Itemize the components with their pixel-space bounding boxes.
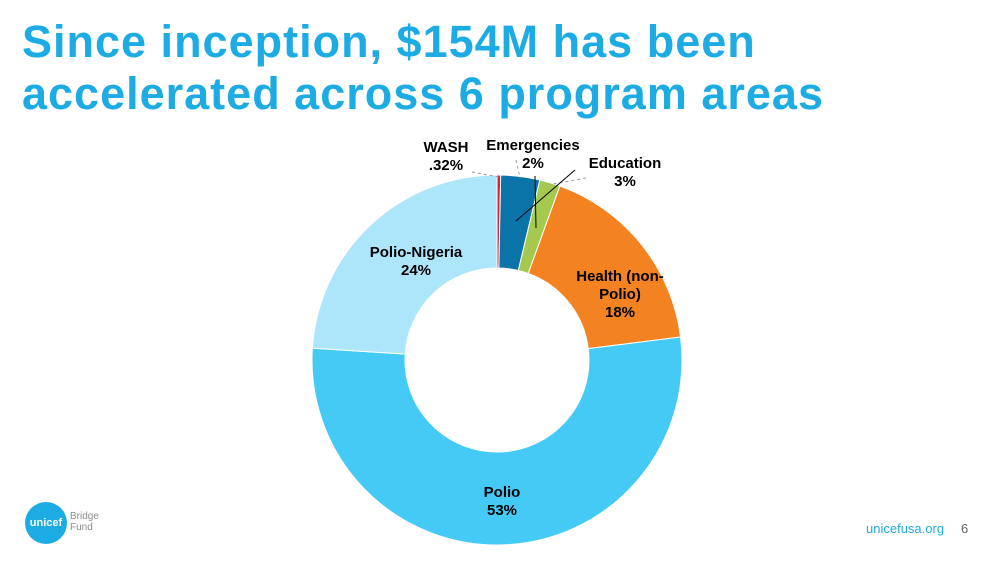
unicef-logo-text: unicef [29,517,63,529]
label-wash: WASH .32% [424,139,469,174]
leader-line [549,177,587,186]
bridge-fund-line1: Bridge [70,511,99,522]
label-education: Education 3% [589,155,662,190]
label-health-non-polio: Health (non-Polio) 18% [576,268,664,321]
bridge-fund-label: Bridge Fund [70,511,99,533]
leader-line [515,169,576,222]
label-emergencies: Emergencies 2% [486,137,579,172]
slice-polio-nigeria [311,174,498,355]
unicef-logo: unicef [25,502,67,544]
label-polio-nigeria: Polio-Nigeria 24% [370,244,463,279]
bridge-fund-line2: Fund [70,522,93,533]
slice-polio [311,336,683,546]
slice-health-non-polio [527,185,682,350]
leader-line [471,171,499,178]
slide-title: Since inception, $154M has been accelera… [22,16,982,120]
slide-title-line1: Since inception, $154M has been [22,16,756,67]
label-polio: Polio 53% [484,484,521,519]
page-number: 6 [961,521,969,536]
footer-url[interactable]: unicefusa.org [866,521,945,536]
slide-title-line2: accelerated across 6 program areas [22,68,824,119]
leader-line [534,175,537,229]
